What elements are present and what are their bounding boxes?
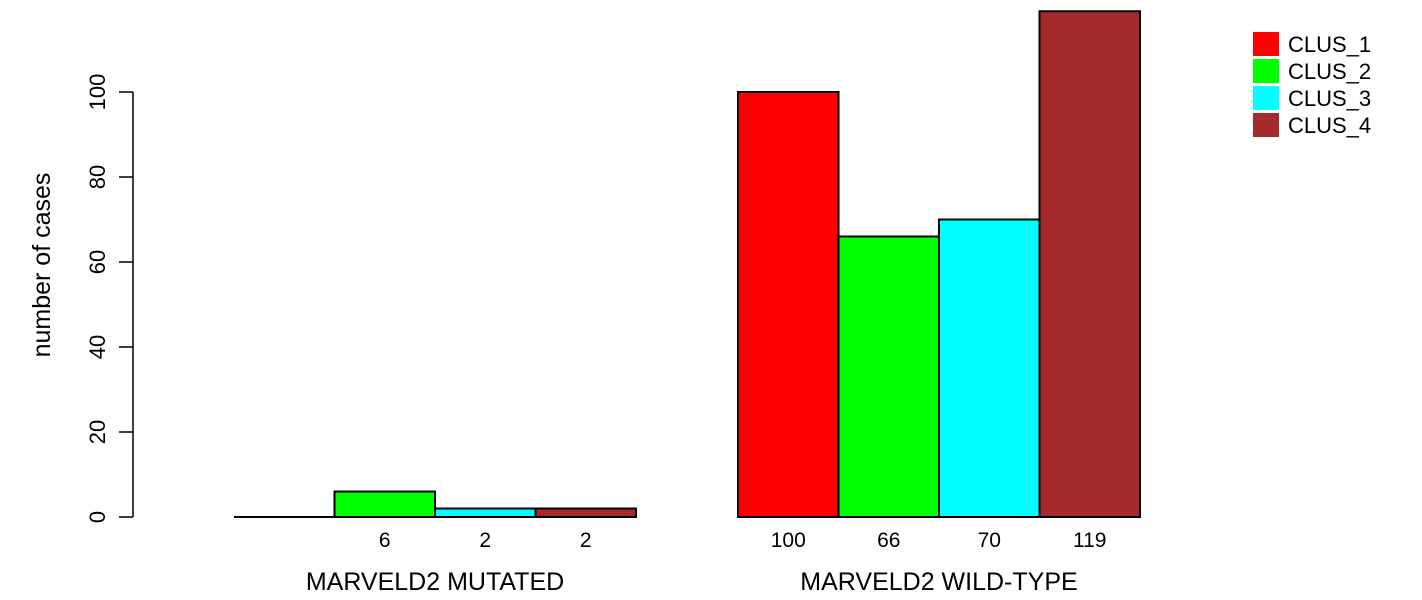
bar-count-label: 2	[580, 529, 592, 552]
bar-clus-3	[434, 507, 537, 518]
group-label: MARVELD2 MUTATED	[306, 568, 564, 596]
legend-swatch	[1253, 32, 1279, 56]
bar-clus-4	[1038, 10, 1141, 518]
bar-count-label: 66	[877, 529, 900, 552]
bar-count-label: 6	[379, 529, 391, 552]
legend-swatch	[1253, 113, 1279, 137]
bar-count-label: 2	[479, 529, 491, 552]
legend-swatch	[1253, 59, 1279, 83]
legend-swatch	[1253, 86, 1279, 110]
bar-count-label: 100	[771, 529, 806, 552]
y-tick-label: 60	[85, 250, 110, 274]
legend-label: CLUS_1	[1288, 32, 1371, 57]
y-tick-label: 20	[85, 420, 110, 444]
bar-clus-1	[737, 91, 840, 518]
y-tick-label: 40	[85, 335, 110, 359]
bar-clus-3	[938, 218, 1041, 518]
bars	[234, 10, 1141, 518]
bar-clus-2	[837, 235, 940, 518]
y-axis-label: number of cases	[28, 173, 56, 358]
y-tick-label: 0	[85, 511, 110, 523]
legend-label: CLUS_4	[1288, 113, 1371, 138]
bar-count-label: 70	[978, 529, 1001, 552]
group-label: MARVELD2 WILD-TYPE	[800, 568, 1077, 596]
legend-label: CLUS_2	[1288, 59, 1371, 84]
bar-count-label: 119	[1073, 529, 1106, 552]
count-labels: 6 2 2 100 66 70 119	[379, 529, 1107, 552]
legend-label: CLUS_3	[1288, 86, 1371, 111]
bar-clus-2	[333, 490, 436, 518]
bar-clus-4	[534, 507, 637, 518]
y-tick-label: 100	[85, 74, 110, 111]
group-labels: MARVELD2 MUTATED MARVELD2 WILD-TYPE	[306, 568, 1078, 596]
y-tick-label: 80	[85, 165, 110, 189]
y-axis: 0 20 40 60 80 100	[85, 74, 134, 523]
